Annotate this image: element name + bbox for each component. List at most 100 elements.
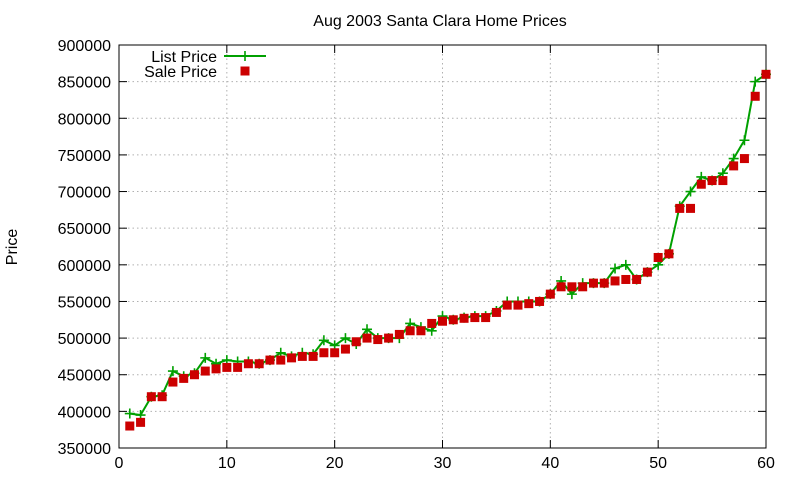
sale-price-point	[308, 351, 318, 361]
sale-price-point	[146, 392, 156, 402]
sale-price-point	[632, 274, 642, 284]
sale-price-point	[588, 278, 598, 288]
sale-price-point	[599, 278, 609, 288]
sale-price-point	[233, 362, 243, 372]
sale-price-point	[125, 421, 135, 431]
sale-price-point	[491, 307, 501, 317]
sale-price-point	[545, 289, 555, 299]
y-tick-label: 350000	[58, 441, 111, 458]
x-tick-label: 40	[541, 455, 559, 472]
sale-price-point	[502, 300, 512, 310]
y-axis-label: Price	[4, 229, 21, 266]
y-tick-label: 550000	[58, 294, 111, 311]
y-tick-label: 800000	[58, 111, 111, 128]
sale-price-point	[189, 370, 199, 380]
sale-price-point	[664, 249, 674, 259]
sale-price-point	[243, 359, 253, 369]
sale-price-point	[567, 282, 577, 292]
y-tick-label: 500000	[58, 331, 111, 348]
sale-price-point	[621, 274, 631, 284]
series-sale-price	[125, 69, 771, 431]
sale-price-point	[179, 373, 189, 383]
sale-price-point	[384, 333, 394, 343]
sale-price-point	[578, 282, 588, 292]
legend-entry-list-price: List Price	[151, 49, 266, 66]
list-price-point	[318, 335, 329, 346]
legend-marker-sale-price	[240, 66, 250, 76]
y-tick-label: 750000	[58, 148, 111, 165]
sale-price-point	[373, 335, 383, 345]
x-tick-label: 20	[326, 455, 344, 472]
list-price-point	[750, 76, 761, 87]
sale-price-point	[427, 318, 437, 328]
y-tick-label: 400000	[58, 404, 111, 421]
sale-price-point	[610, 276, 620, 286]
sale-price-point	[168, 377, 178, 387]
sale-price-point	[319, 348, 329, 358]
y-tick-label: 600000	[58, 258, 111, 275]
sale-price-point	[739, 154, 749, 164]
legend-marker-list-price	[240, 51, 250, 61]
chart-title: Aug 2003 Santa Clara Home Prices	[313, 13, 566, 30]
sale-price-point	[254, 359, 264, 369]
x-tick-label: 0	[115, 455, 124, 472]
sale-price-point	[696, 179, 706, 189]
y-tick-label: 850000	[58, 75, 111, 92]
x-tick-label: 10	[218, 455, 236, 472]
sale-price-point	[394, 329, 404, 339]
sale-price-point	[535, 296, 545, 306]
sale-price-point	[362, 333, 372, 343]
list-price-point	[167, 366, 178, 377]
x-tick-label: 60	[757, 455, 775, 472]
sale-price-point	[642, 267, 652, 277]
sale-price-point	[222, 362, 232, 372]
sale-price-point	[351, 337, 361, 347]
sale-price-point	[653, 252, 663, 262]
sale-price-point	[729, 161, 739, 171]
list-price-point	[362, 324, 373, 335]
sale-price-point	[297, 351, 307, 361]
sale-price-point	[448, 315, 458, 325]
sale-price-point	[513, 300, 523, 310]
sale-price-point	[287, 353, 297, 363]
sale-price-point	[276, 355, 286, 365]
sale-price-point	[136, 417, 146, 427]
list-price-point	[124, 408, 135, 419]
sale-price-point	[157, 392, 167, 402]
sale-price-point	[718, 176, 728, 186]
sale-price-point	[211, 364, 221, 374]
sale-price-point	[265, 355, 275, 365]
sale-price-point	[470, 313, 480, 323]
sale-price-point	[524, 299, 534, 309]
sale-price-point	[200, 366, 210, 376]
sale-price-point	[675, 203, 685, 213]
series-list-price	[124, 69, 771, 421]
grid	[119, 45, 766, 448]
sale-price-point	[761, 69, 771, 79]
list-price-point	[620, 259, 631, 270]
y-tick-label: 450000	[58, 368, 111, 385]
sale-price-point	[416, 326, 426, 336]
legend-label-sale-price: Sale Price	[144, 64, 217, 81]
list-price-point	[610, 263, 621, 274]
sale-price-point	[686, 203, 696, 213]
list-price-point	[739, 135, 750, 146]
x-tick-label: 50	[649, 455, 667, 472]
y-tick-label: 900000	[58, 38, 111, 55]
list-price-point	[685, 186, 696, 197]
sale-price-point	[556, 282, 566, 292]
y-tick-label: 700000	[58, 185, 111, 202]
sale-price-point	[707, 176, 717, 186]
series	[124, 69, 771, 431]
axis-ticks: 350000 400000 450000 500000 550000 600000 6500…	[58, 38, 775, 472]
x-tick-label: 30	[434, 455, 452, 472]
legend-entry-sale-price: Sale Price	[144, 64, 250, 81]
sale-price-point	[459, 313, 469, 323]
sale-price-point	[438, 316, 447, 326]
sale-price-point	[750, 91, 760, 101]
list-price-point	[200, 352, 211, 363]
sale-price-point	[340, 344, 350, 354]
